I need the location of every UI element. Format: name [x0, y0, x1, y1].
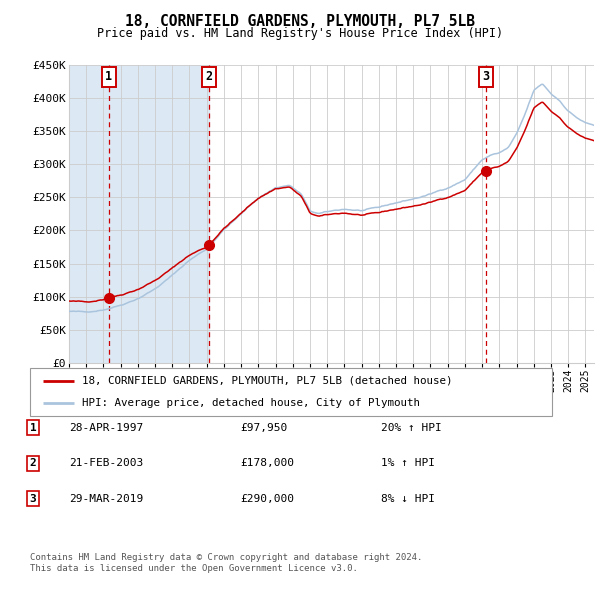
- Bar: [69, 65, 209, 363]
- Text: 18, CORNFIELD GARDENS, PLYMOUTH, PL7 5LB (detached house): 18, CORNFIELD GARDENS, PLYMOUTH, PL7 5LB…: [82, 376, 453, 386]
- Text: 29-MAR-2019: 29-MAR-2019: [69, 494, 143, 503]
- FancyBboxPatch shape: [30, 368, 552, 416]
- Text: 1% ↑ HPI: 1% ↑ HPI: [381, 458, 435, 468]
- Text: Contains HM Land Registry data © Crown copyright and database right 2024.
This d: Contains HM Land Registry data © Crown c…: [30, 553, 422, 573]
- Text: 18, CORNFIELD GARDENS, PLYMOUTH, PL7 5LB: 18, CORNFIELD GARDENS, PLYMOUTH, PL7 5LB: [125, 14, 475, 29]
- Text: 3: 3: [29, 494, 37, 503]
- Text: 2: 2: [205, 70, 212, 83]
- Text: 2: 2: [29, 458, 37, 468]
- Text: HPI: Average price, detached house, City of Plymouth: HPI: Average price, detached house, City…: [82, 398, 420, 408]
- Text: 28-APR-1997: 28-APR-1997: [69, 423, 143, 432]
- Text: 1: 1: [106, 70, 112, 83]
- Text: 8% ↓ HPI: 8% ↓ HPI: [381, 494, 435, 503]
- Text: 21-FEB-2003: 21-FEB-2003: [69, 458, 143, 468]
- Text: Price paid vs. HM Land Registry's House Price Index (HPI): Price paid vs. HM Land Registry's House …: [97, 27, 503, 40]
- Text: 20% ↑ HPI: 20% ↑ HPI: [381, 423, 442, 432]
- Text: £290,000: £290,000: [240, 494, 294, 503]
- Text: £178,000: £178,000: [240, 458, 294, 468]
- Text: 1: 1: [29, 423, 37, 432]
- Text: 3: 3: [482, 70, 490, 83]
- Text: £97,950: £97,950: [240, 423, 287, 432]
